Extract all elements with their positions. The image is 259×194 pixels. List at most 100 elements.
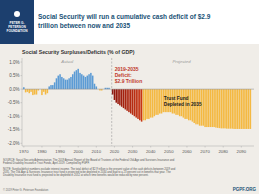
x-tick — [132, 146, 133, 148]
bar — [90, 73, 92, 89]
x-tick — [168, 146, 169, 148]
zero-line — [22, 89, 254, 90]
bar — [52, 85, 54, 89]
y-tick-label: -1.5% — [8, 127, 20, 132]
y-tick-label: -1.0% — [8, 114, 20, 119]
bar — [48, 86, 50, 89]
x-tick-label: 1970 — [19, 149, 29, 154]
x-tick-label: 2040 — [146, 149, 156, 154]
bar — [206, 89, 208, 127]
bar — [112, 89, 114, 94]
bar — [241, 89, 243, 129]
y-tick-label: 0.5% — [9, 73, 19, 78]
bar — [45, 89, 47, 94]
bar — [117, 89, 119, 104]
bar — [25, 89, 27, 92]
bar — [217, 89, 219, 128]
bar — [235, 89, 237, 129]
bar — [152, 89, 154, 117]
bar — [74, 72, 76, 90]
x-tick-label: 2050 — [164, 149, 174, 154]
y-tick-label: 0.0% — [9, 87, 19, 92]
annotation: 2019-2035Deficit:$2.9 Trillion — [115, 66, 143, 84]
bar — [212, 89, 214, 127]
bar — [125, 89, 127, 109]
bar — [237, 89, 239, 129]
x-tick-label: 2080 — [218, 149, 228, 154]
bar — [27, 89, 29, 92]
bar — [57, 76, 59, 90]
x-tick — [223, 146, 224, 148]
bar — [123, 89, 125, 108]
bar — [32, 89, 34, 95]
bar — [67, 80, 69, 89]
bar — [135, 89, 137, 117]
bar — [63, 78, 65, 89]
bar — [202, 89, 204, 126]
bar — [61, 77, 63, 89]
bar — [139, 89, 141, 120]
bar — [115, 89, 117, 103]
bar — [204, 89, 206, 127]
bar — [248, 89, 250, 129]
bar — [130, 89, 132, 113]
divider — [111, 58, 112, 146]
bar — [28, 89, 30, 93]
bar — [23, 87, 25, 89]
x-axis — [22, 146, 254, 147]
bar — [43, 89, 45, 92]
x-tick-label: 2090 — [237, 149, 247, 154]
bar — [226, 89, 228, 129]
bar — [219, 89, 221, 128]
bar — [215, 89, 217, 127]
x-tick-label: 2010 — [92, 149, 102, 154]
bar — [154, 89, 156, 116]
bar — [88, 74, 90, 89]
bar — [144, 89, 146, 120]
bar — [36, 89, 38, 94]
bar — [250, 89, 252, 129]
bar — [222, 89, 224, 128]
bar — [96, 86, 98, 89]
bar — [199, 89, 201, 126]
bar — [210, 89, 212, 127]
subtitle: Social Security Surpluses/Deficits (% of… — [22, 49, 135, 55]
bar — [41, 89, 43, 95]
x-tick-label: 1980 — [37, 149, 47, 154]
x-tick — [205, 146, 206, 148]
bar — [83, 76, 85, 90]
x-tick — [41, 146, 42, 148]
bar — [132, 89, 134, 115]
y-tick-label: -2.0% — [8, 141, 20, 146]
x-tick — [60, 146, 61, 148]
y-tick — [21, 143, 23, 144]
bar — [92, 76, 94, 90]
bar — [221, 89, 223, 128]
bar — [94, 84, 96, 89]
x-tick — [78, 146, 79, 148]
bar — [208, 89, 210, 127]
bar — [126, 89, 128, 111]
bar — [30, 89, 32, 92]
bar — [143, 89, 145, 120]
bar — [148, 89, 150, 119]
bar — [233, 89, 235, 129]
x-tick — [23, 146, 24, 148]
bar — [161, 89, 163, 113]
logo-icon — [14, 11, 20, 17]
bar — [59, 74, 61, 89]
series-label: Actual — [60, 59, 74, 64]
y-tick-label: -0.5% — [8, 100, 20, 105]
annotation: Trust FundDepleted in 2035 — [164, 96, 202, 107]
y-axis — [22, 58, 23, 146]
x-tick-label: 2000 — [73, 149, 83, 154]
bar — [68, 78, 70, 89]
bar — [54, 82, 56, 89]
bar — [79, 73, 81, 89]
bar — [224, 89, 226, 128]
bar — [150, 89, 152, 117]
bar — [47, 89, 49, 93]
site: PGPF.ORG — [233, 187, 257, 192]
bar — [246, 89, 248, 129]
logo-box — [0, 0, 34, 44]
